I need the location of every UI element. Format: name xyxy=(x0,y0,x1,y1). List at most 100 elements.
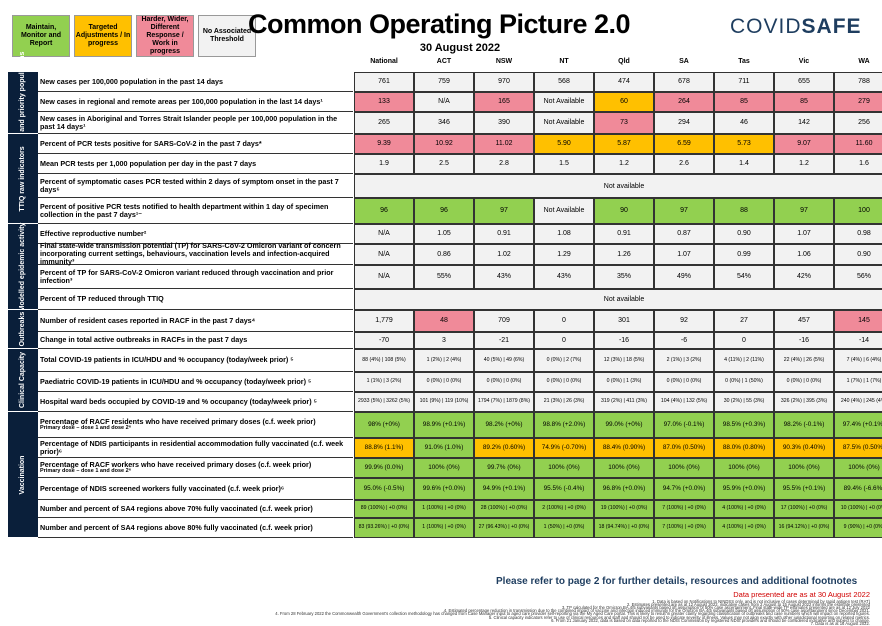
data-cell: 165 xyxy=(474,92,534,112)
data-cell: -14 xyxy=(834,332,882,349)
data-cell: 265 xyxy=(354,112,414,134)
data-cell: -16 xyxy=(594,332,654,349)
data-cell: Not Available xyxy=(534,92,594,112)
data-cell: 104 (4%) | 132 (5%) xyxy=(654,392,714,412)
data-cell: 1.08 xyxy=(534,224,594,244)
data-cell: 100% (0%) xyxy=(534,458,594,478)
row-description: Number and percent of SA4 regions above … xyxy=(38,518,353,538)
page-title: Common Operating Picture 2.0 xyxy=(248,9,631,39)
row-description-text: Percent of TP reduced through TTIQ xyxy=(40,294,164,304)
section-label-text: Outbreaks xyxy=(19,311,27,347)
row-description-text: Total COVID-19 patients in ICU/HDU and %… xyxy=(40,355,294,365)
data-cell: -21 xyxy=(474,332,534,349)
data-cell: 319 (2%) | 411 (3%) xyxy=(594,392,654,412)
column-header: Tas xyxy=(738,58,750,65)
legend-maintain: Maintain, Monitor and Report xyxy=(12,15,70,57)
column-header: WA xyxy=(858,58,870,65)
row-description: Number of resident cases reported in RAC… xyxy=(38,310,353,332)
column-header: National xyxy=(370,58,398,65)
data-cell: 142 xyxy=(774,112,834,134)
section-label-text: Vaccination xyxy=(19,455,27,494)
data-cell: 99.9% (0.0%) xyxy=(354,458,414,478)
data-cell: 0 xyxy=(534,332,594,349)
data-cell: 98.9% (+0.1%) xyxy=(414,412,474,438)
data-cell: 1.26 xyxy=(594,244,654,265)
footnote: 3. TP calculated for the Omicron BA.4/5 … xyxy=(561,605,870,611)
row-description-text: Mean PCR tests per 1,000 population per … xyxy=(40,158,257,168)
legend-targeted: Targeted Adjustments / In progress xyxy=(74,15,132,57)
data-cell: 2 (100%) | +0 (0%) xyxy=(534,500,594,518)
data-cell: 95.5% (+0.1%) xyxy=(774,478,834,500)
data-cell: 568 xyxy=(534,72,594,92)
data-cell: 28 (100%) | +0 (0%) xyxy=(474,500,534,518)
data-cell: 18 (94.74%) | +0 (0%) xyxy=(594,518,654,538)
legend-maintain-label: Maintain, Monitor and Report xyxy=(20,23,62,48)
row-description-text: New cases in regional and remote areas p… xyxy=(40,96,323,106)
data-cell: 99.7% (0%) xyxy=(474,458,534,478)
row-description: Percent of symptomatic cases PCR tested … xyxy=(38,174,353,198)
data-cell: 49% xyxy=(654,265,714,289)
row-description: Percent of TP for SARS-CoV-2 Omicron var… xyxy=(38,265,353,289)
row-description: Percentage of NDIS screened workers full… xyxy=(38,478,353,500)
data-cell: 89.4% (-6.6%) xyxy=(834,478,882,500)
row-description: Percentage of NDIS participants in resid… xyxy=(38,438,353,458)
data-cell: 46 xyxy=(714,112,774,134)
data-cell: 145 xyxy=(834,310,882,332)
data-cell: 16 (94.12%) | +0 (0%) xyxy=(774,518,834,538)
data-cell: 970 xyxy=(474,72,534,92)
data-cell: 301 xyxy=(594,310,654,332)
row-description: Effective reproductive number² xyxy=(38,224,353,244)
data-cell: 5.87 xyxy=(594,134,654,154)
data-cell: 90 xyxy=(594,198,654,224)
data-cell: 11.02 xyxy=(474,134,534,154)
legend-no-threshold-label: No Associated Threshold xyxy=(202,27,252,43)
section-label: Clinical Capacity xyxy=(8,349,38,412)
data-cell: 0.98 xyxy=(834,224,882,244)
data-cell: 101 (9%) | 119 (10%) xyxy=(414,392,474,412)
data-cell: 1.02 xyxy=(474,244,534,265)
data-cell: 92 xyxy=(654,310,714,332)
data-cell: 98.2% (+0%) xyxy=(474,412,534,438)
row-description: Mean PCR tests per 1,000 population per … xyxy=(38,154,353,174)
not-available-cell: Not available xyxy=(354,174,882,198)
data-cell: 0 (0%) | 0 (0%) xyxy=(474,372,534,392)
data-cell: -16 xyxy=(774,332,834,349)
row-description-text: Hospital ward beds occupied by COVID-19 … xyxy=(40,396,317,406)
data-cell: 678 xyxy=(654,72,714,92)
row-description: Percent of positive PCR tests notified t… xyxy=(38,198,353,224)
data-cell: 43% xyxy=(534,265,594,289)
data-cell: 3 xyxy=(414,332,474,349)
row-description-subtext: Primary dose – dose 1 and dose 2⁶ xyxy=(40,425,132,432)
data-cell: 43% xyxy=(474,265,534,289)
section-label-text: Clinical Capacity xyxy=(19,351,27,409)
row-description: Change in total active outbreaks in RACF… xyxy=(38,332,353,349)
data-cell: 85 xyxy=(774,92,834,112)
data-cell: 0.91 xyxy=(474,224,534,244)
data-cell: 0 (0%) | 1 (50%) xyxy=(714,372,774,392)
data-cell: 240 (4%) | 245 (4%) xyxy=(834,392,882,412)
data-cell: 96 xyxy=(354,198,414,224)
data-cell: 100 xyxy=(834,198,882,224)
data-cell: 1 (50%) | +0 (0%) xyxy=(534,518,594,538)
row-description: New cases in Aboriginal and Torres Strai… xyxy=(38,112,353,134)
data-cell: 91.0% (1.0%) xyxy=(414,438,474,458)
data-cell: 0 (0%) | 0 (0%) xyxy=(414,372,474,392)
data-cell: 264 xyxy=(654,92,714,112)
data-cell: 27 (96.43%) | +0 (0%) xyxy=(474,518,534,538)
footnote: 2. Estimates presented are as at 12 Augu… xyxy=(626,602,870,608)
row-description-text: Paediatric COVID-19 patients in ICU/HDU … xyxy=(40,376,312,386)
data-cell: 97 xyxy=(474,198,534,224)
data-cell: 655 xyxy=(774,72,834,92)
data-cell: 17 (100%) | +0 (0%) xyxy=(774,500,834,518)
data-cell: 9 (90%) | +0 (0%) xyxy=(834,518,882,538)
data-cell: 11.60 xyxy=(834,134,882,154)
data-cell: 0.90 xyxy=(834,244,882,265)
data-cell: 1 (7%) | 1 (7%) xyxy=(834,372,882,392)
data-cell: 48 xyxy=(414,310,474,332)
row-description-text: Number and percent of SA4 regions above … xyxy=(40,522,313,532)
data-cell: 0.91 xyxy=(594,224,654,244)
data-cell: N/A xyxy=(414,92,474,112)
row-description: New cases in regional and remote areas p… xyxy=(38,92,353,112)
data-cell: -6 xyxy=(654,332,714,349)
data-cell: 1.5 xyxy=(534,154,594,174)
